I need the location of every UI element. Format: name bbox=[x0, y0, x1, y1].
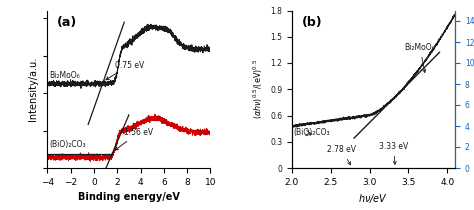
X-axis label: $h\nu$/eV: $h\nu$/eV bbox=[358, 192, 389, 205]
Text: Bi₂MoO₆: Bi₂MoO₆ bbox=[405, 43, 435, 72]
Text: (BiO)₂CO₃: (BiO)₂CO₃ bbox=[293, 128, 330, 137]
Text: 0.75 eV: 0.75 eV bbox=[106, 60, 144, 80]
Text: 1.56 eV: 1.56 eV bbox=[115, 128, 154, 150]
Y-axis label: $(\alpha h\nu)^{0.5}$/(eV)$^{0.5}$: $(\alpha h\nu)^{0.5}$/(eV)$^{0.5}$ bbox=[251, 59, 264, 119]
Text: 2.78 eV: 2.78 eV bbox=[327, 145, 356, 165]
Text: (a): (a) bbox=[57, 16, 77, 29]
Text: Bi₂MoO₆: Bi₂MoO₆ bbox=[50, 71, 81, 80]
Y-axis label: Intensity/a.u.: Intensity/a.u. bbox=[27, 57, 37, 121]
Text: 3.33 eV: 3.33 eV bbox=[379, 142, 408, 164]
Text: (b): (b) bbox=[302, 16, 322, 29]
Text: (BiO)₂CO₃: (BiO)₂CO₃ bbox=[50, 140, 86, 149]
X-axis label: Binding energy/eV: Binding energy/eV bbox=[78, 192, 180, 202]
